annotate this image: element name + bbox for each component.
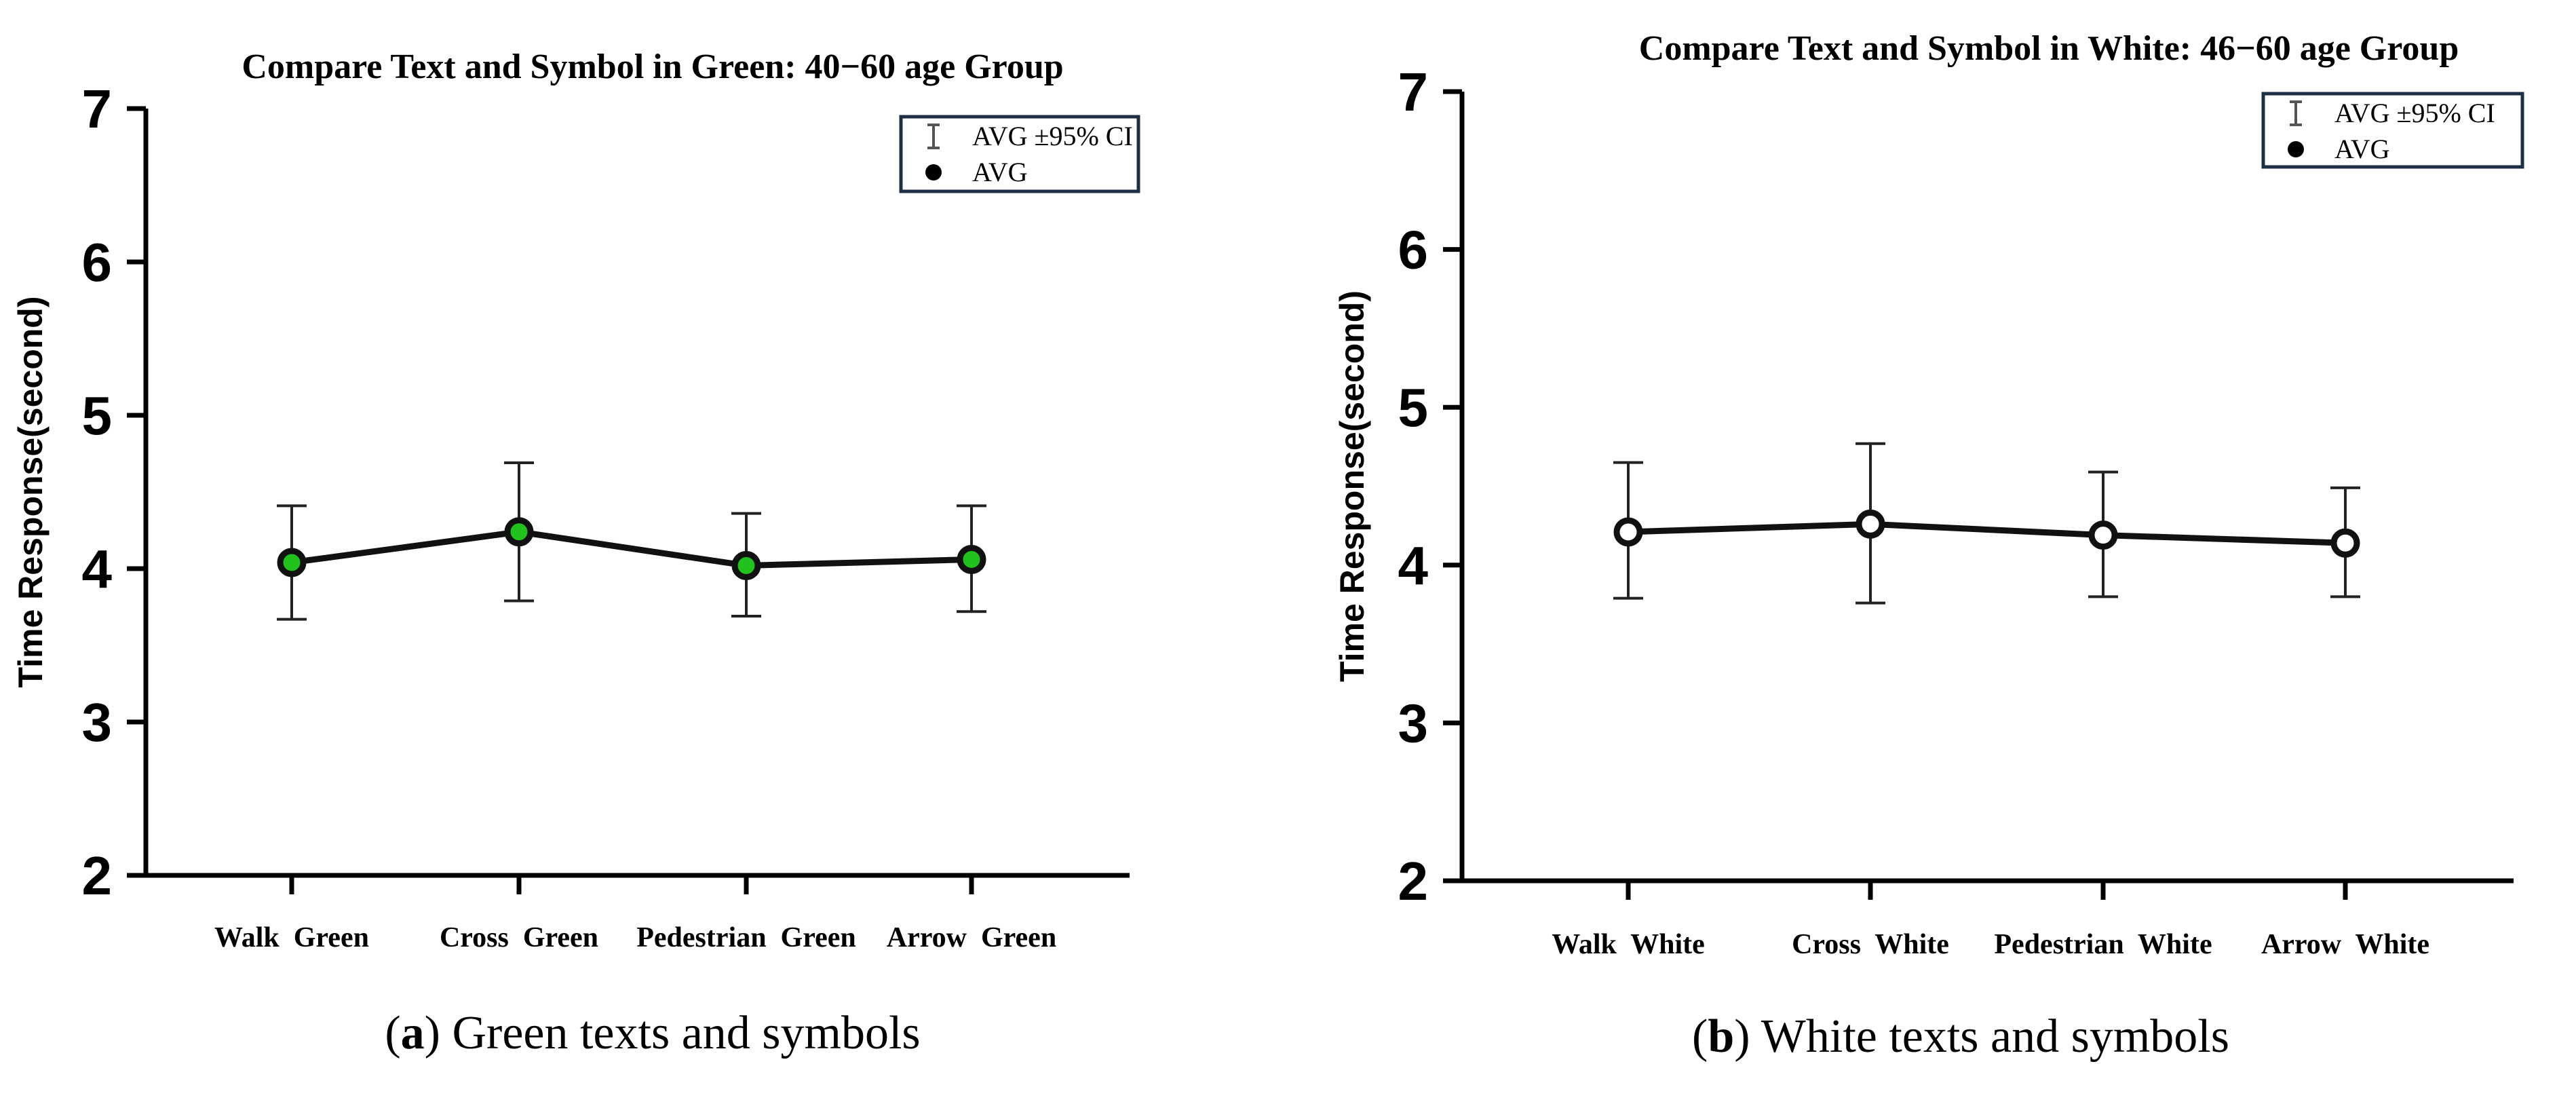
legend-box	[2261, 92, 2524, 169]
x-tick-label: Arrow White	[2261, 929, 2429, 960]
legend-box	[899, 115, 1140, 193]
series-line-avg	[1628, 520, 2346, 546]
caption-text: White texts and symbols	[1750, 1010, 2229, 1063]
legend-entry-ci: AVG ±95% CI	[2334, 98, 2495, 128]
y-axis-label: Time Response(second)	[12, 296, 50, 687]
y-axis-label: Time Response(second)	[1333, 290, 1371, 682]
y-tick-label: 6	[82, 232, 113, 292]
y-tick-label: 3	[1398, 693, 1429, 753]
x-tick-label: Walk White	[1552, 929, 1705, 960]
legend-entry-avg: AVG	[972, 157, 1028, 187]
y-tick-label: 7	[82, 79, 113, 139]
x-tick-label: Walk Green	[214, 922, 369, 953]
data-point-avg	[2330, 528, 2360, 558]
data-point-avg	[2088, 520, 2118, 550]
chart-title: Compare Text and Symbol in White: 46−60 …	[1639, 29, 2459, 68]
legend-dot-icon	[925, 164, 942, 180]
data-point-avg	[731, 550, 761, 580]
y-tick-label: 6	[1398, 220, 1429, 280]
x-tick-label: Pedestrian White	[1994, 929, 2212, 960]
chart-panel-a: Compare Text and Symbol in Green: 40−60 …	[12, 48, 1140, 1059]
data-point-avg	[504, 517, 534, 547]
y-tick-label: 2	[82, 846, 113, 906]
chart-panel-b: Compare Text and Symbol in White: 46−60 …	[1333, 29, 2524, 1063]
x-tick-label: Cross White	[1792, 929, 1949, 960]
data-point-avg	[277, 548, 307, 577]
caption-label: b	[1708, 1010, 1734, 1063]
x-tick-label: Cross Green	[440, 922, 598, 953]
data-point-avg	[1613, 517, 1643, 547]
y-tick-label: 4	[82, 539, 113, 599]
caption-close-paren: )	[1734, 1010, 1750, 1063]
caption-close-paren: )	[425, 1007, 440, 1059]
y-tick-label: 5	[82, 385, 113, 446]
x-tick-label: Arrow Green	[887, 922, 1056, 953]
caption-label: a	[401, 1007, 425, 1059]
y-tick-label: 3	[82, 692, 113, 753]
legend: AVG ±95% CI AVG	[899, 115, 1140, 193]
legend: AVG ±95% CI AVG	[2261, 92, 2524, 169]
data-point-avg	[1856, 509, 1885, 539]
chart-title: Compare Text and Symbol in Green: 40−60 …	[242, 48, 1063, 86]
legend-dot-icon	[2288, 141, 2304, 157]
legend-entry-avg: AVG	[2334, 134, 2390, 164]
data-point-avg	[957, 544, 986, 574]
figure-caption: (a) Green texts and symbols	[385, 1007, 920, 1059]
y-tick-label: 7	[1398, 62, 1429, 122]
figure-caption: (b) White texts and symbols	[1692, 1010, 2229, 1063]
y-tick-label: 4	[1398, 535, 1429, 596]
caption-open-paren: (	[385, 1007, 400, 1059]
caption-open-paren: (	[1692, 1010, 1708, 1063]
x-tick-label: Pedestrian Green	[636, 922, 856, 953]
legend-entry-ci: AVG ±95% CI	[972, 121, 1133, 151]
y-tick-label: 2	[1398, 851, 1429, 911]
caption-text: Green texts and symbols	[440, 1007, 921, 1059]
y-tick-label: 5	[1398, 377, 1429, 438]
series-line-avg	[291, 529, 972, 569]
